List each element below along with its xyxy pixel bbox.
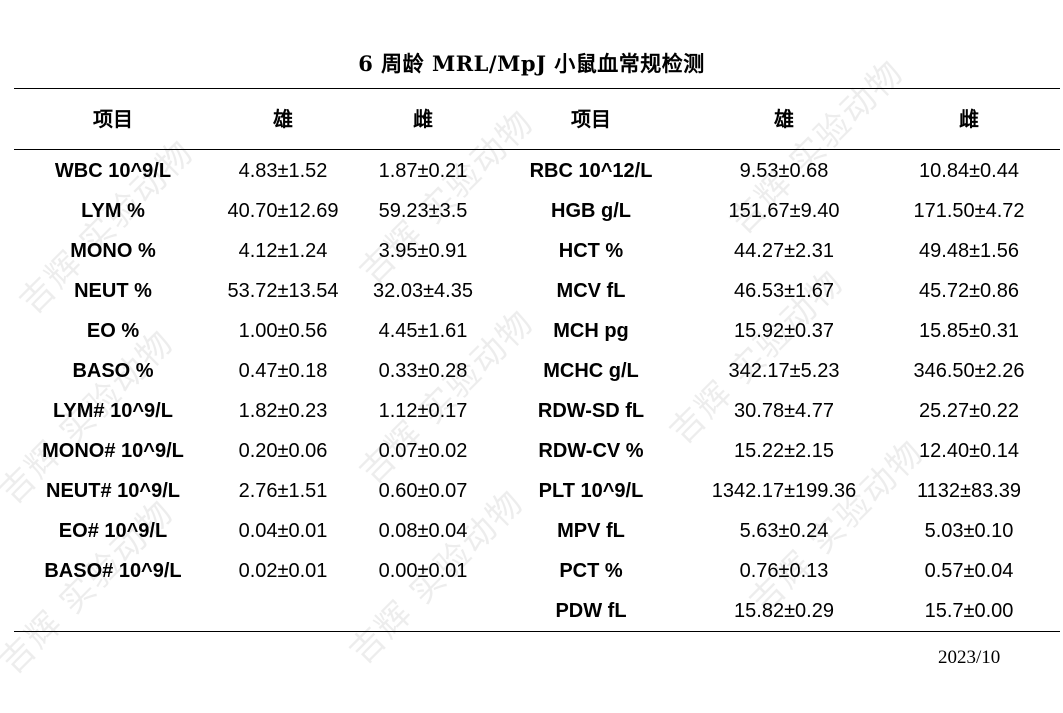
cell-male-right: 151.67±9.40: [728, 200, 840, 222]
row-label-item-right: MCHC g/L: [543, 360, 639, 382]
cell-female-right: 15.85±0.31: [919, 320, 1019, 342]
cell-female-right: 10.84±0.44: [919, 160, 1019, 182]
cell-male-left: 4.83±1.52: [238, 160, 328, 182]
row-label-item-right: MCV fL: [556, 280, 626, 302]
cell-male-left: 1.82±0.23: [238, 400, 328, 422]
cell-female-left: 0.33±0.28: [378, 360, 468, 382]
row-label-item-right: RDW-CV %: [538, 440, 644, 462]
watermark-text: 吉辉 实验动物: [0, 491, 182, 683]
row-label-item-left: EO# 10^9/L: [58, 520, 168, 542]
cell-female-right: 346.50±2.26: [913, 360, 1025, 382]
row-label-item-right: PCT %: [559, 560, 623, 582]
cell-male-right: 342.17±5.23: [728, 360, 840, 382]
table-bottom-rule: [14, 631, 1060, 632]
cell-male-right: 44.27±2.31: [734, 240, 834, 262]
row-label-item-left: LYM %: [81, 200, 145, 222]
row-label-item-right: HGB g/L: [551, 200, 631, 222]
cell-male-left: 53.72±13.54: [227, 280, 339, 302]
cell-male-left: 40.70±12.69: [227, 200, 339, 222]
cell-male-left: 2.76±1.51: [238, 480, 328, 502]
cell-female-right: 45.72±0.86: [919, 280, 1019, 302]
row-label-item-left: BASO# 10^9/L: [44, 560, 182, 582]
header-female-right: 雌: [959, 107, 979, 131]
header-male-left: 雄: [273, 107, 293, 131]
header-female-left: 雌: [413, 107, 433, 131]
cell-male-right: 5.63±0.24: [739, 520, 829, 542]
row-label-item-left: EO %: [86, 320, 140, 342]
header-item-right: 项目: [571, 107, 611, 131]
table-header-rule: [14, 149, 1060, 150]
row-label-item-right: PDW fL: [555, 600, 627, 622]
cell-male-left: 0.02±0.01: [238, 560, 328, 582]
table-title: 6 周龄 MRL/MpJ 小鼠血常规检测: [358, 51, 705, 76]
cell-female-right: 5.03±0.10: [924, 520, 1014, 542]
row-label-item-left: WBC 10^9/L: [54, 160, 172, 182]
cell-male-right: 30.78±4.77: [734, 400, 834, 422]
row-label-item-right: MCH pg: [553, 320, 629, 342]
row-label-item-left: NEUT %: [74, 280, 152, 302]
cell-male-right: 0.76±0.13: [739, 560, 829, 582]
cell-female-right: 0.57±0.04: [924, 560, 1014, 582]
cell-female-right: 12.40±0.14: [919, 440, 1019, 462]
cell-male-left: 0.47±0.18: [238, 360, 328, 382]
cell-female-left: 4.45±1.61: [378, 320, 468, 342]
cell-female-left: 32.03±4.35: [373, 280, 473, 302]
cell-male-right: 9.53±0.68: [739, 160, 829, 182]
cell-male-left: 0.04±0.01: [238, 520, 328, 542]
row-label-item-left: NEUT# 10^9/L: [46, 480, 180, 502]
cell-female-left: 3.95±0.91: [378, 240, 468, 262]
cell-female-right: 171.50±4.72: [913, 200, 1025, 222]
cell-male-left: 4.12±1.24: [238, 240, 328, 262]
date-label: 2023/10: [938, 647, 1001, 668]
cell-male-right: 1342.17±199.36: [711, 480, 857, 502]
row-label-item-right: RDW-SD fL: [537, 400, 645, 422]
row-label-item-right: RBC 10^12/L: [529, 160, 653, 182]
watermark-text: 吉辉 实验动物: [351, 101, 542, 293]
cell-male-left: 1.00±0.56: [238, 320, 328, 342]
cell-female-left: 0.07±0.02: [378, 440, 468, 462]
header-item-left: 项目: [93, 107, 133, 131]
row-label-item-right: MPV fL: [557, 520, 625, 542]
row-label-item-left: LYM# 10^9/L: [53, 400, 173, 422]
cell-female-left: 1.12±0.17: [378, 400, 468, 422]
row-label-item-left: MONO# 10^9/L: [42, 440, 184, 462]
table-top-rule: [14, 88, 1060, 89]
header-male-right: 雄: [774, 107, 794, 131]
cell-female-left: 0.00±0.01: [378, 560, 468, 582]
cell-female-left: 59.23±3.5: [378, 200, 468, 222]
row-label-item-left: BASO %: [72, 360, 154, 382]
cell-female-right: 15.7±0.00: [924, 600, 1014, 622]
cell-male-right: 46.53±1.67: [734, 280, 834, 302]
row-label-item-left: MONO %: [70, 240, 156, 262]
cell-female-left: 0.60±0.07: [378, 480, 468, 502]
cell-female-right: 49.48±1.56: [919, 240, 1019, 262]
cell-female-left: 1.87±0.21: [378, 160, 468, 182]
cell-male-right: 15.22±2.15: [734, 440, 834, 462]
cell-female-left: 0.08±0.04: [378, 520, 468, 542]
cell-male-right: 15.82±0.29: [734, 600, 834, 622]
row-label-item-right: PLT 10^9/L: [538, 480, 644, 502]
cell-male-left: 0.20±0.06: [238, 440, 328, 462]
cell-female-right: 25.27±0.22: [919, 400, 1019, 422]
cell-female-right: 1132±83.39: [916, 480, 1022, 502]
cell-male-right: 15.92±0.37: [734, 320, 834, 342]
row-label-item-right: HCT %: [558, 240, 624, 262]
